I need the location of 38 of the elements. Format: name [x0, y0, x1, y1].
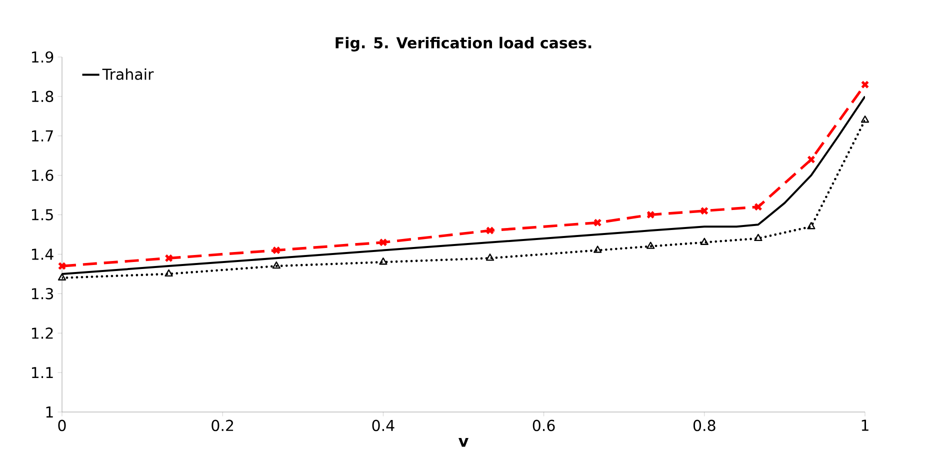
point	[594, 246, 602, 253]
y-tick-label: 1.1	[32, 367, 53, 378]
point	[807, 222, 816, 230]
point	[379, 238, 388, 247]
point	[807, 155, 816, 164]
point	[379, 258, 388, 265]
point	[860, 116, 870, 123]
x-tick-label: 0.2	[212, 420, 234, 432]
point	[272, 246, 281, 254]
y-tick-label: 1.5	[32, 209, 53, 220]
y-tick-label: 1	[46, 406, 53, 418]
y-tick-label: 1.7	[32, 130, 53, 142]
x-tick-label: 0	[58, 420, 66, 432]
y-tick-label: 1.4	[32, 248, 54, 260]
x-axis-title: v	[458, 438, 468, 447]
y-tick-label: 1.3	[32, 288, 54, 300]
y-tick-label: 1.8	[32, 90, 54, 102]
y-tick-label: 1.6	[32, 170, 54, 182]
point	[593, 218, 602, 227]
legend-label: Trahair	[102, 68, 154, 80]
point	[700, 238, 708, 245]
point	[486, 226, 494, 235]
x-tick-label: 1	[862, 420, 868, 431]
point	[164, 254, 173, 262]
point	[754, 202, 762, 212]
x-tick-label: 0.6	[532, 420, 555, 432]
point	[646, 210, 655, 219]
point	[164, 269, 173, 277]
point	[754, 234, 762, 242]
x-tick-label: 0.8	[693, 420, 716, 432]
chart-title: Fig. 5. Verification load cases.	[336, 36, 592, 52]
y-tick-label: 1.9	[32, 51, 54, 63]
point	[272, 261, 280, 269]
point	[700, 206, 709, 215]
y-tick-label: 1.2	[32, 328, 53, 339]
point	[486, 254, 494, 261]
point	[646, 242, 655, 249]
x-tick-label: 0.4	[372, 420, 394, 432]
